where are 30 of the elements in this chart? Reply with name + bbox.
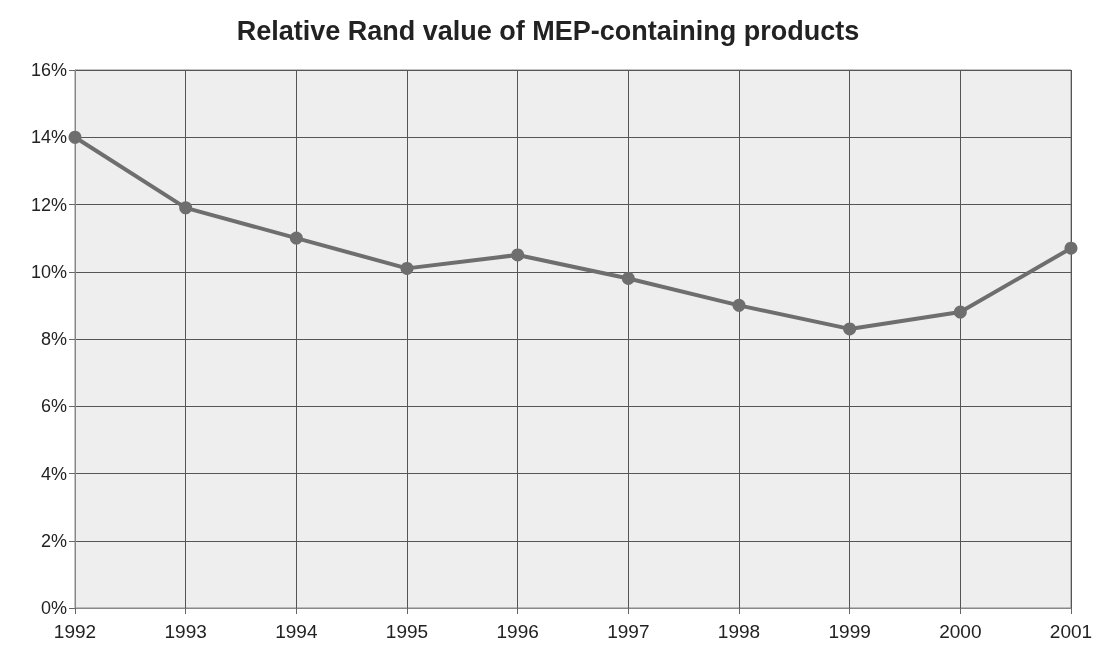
x-tick-label: 1997 (607, 621, 650, 642)
x-tick-label: 1998 (717, 621, 761, 642)
point (621, 271, 635, 285)
y-tick-label: 14% (30, 127, 67, 148)
point (511, 248, 525, 262)
x-tick-label: 1993 (164, 621, 207, 642)
y-tick-label: 2% (40, 530, 67, 551)
x-tick-label: 1995 (385, 621, 429, 642)
y-tick-label: 16% (30, 60, 67, 80)
point (732, 298, 746, 312)
y-tick-label: 0% (40, 598, 67, 618)
x-tick-label: 1999 (828, 621, 871, 642)
x-tick-label: 1996 (496, 621, 539, 642)
x-tick-label: 1994 (275, 621, 318, 642)
y-tick-label: 10% (30, 261, 67, 282)
point (400, 261, 414, 275)
point (1064, 241, 1078, 255)
y-tick-label: 8% (40, 329, 67, 349)
y-tick-label: 4% (40, 463, 67, 484)
y-tick-label: 6% (40, 396, 67, 417)
x-tick-label: 2001 (1049, 621, 1093, 642)
x-tick-label: 1992 (53, 621, 97, 642)
y-tick-label: 12% (30, 194, 67, 215)
point (68, 130, 82, 144)
x-tick-label: 2000 (939, 621, 982, 642)
point (289, 231, 303, 245)
point (843, 322, 857, 336)
point (179, 201, 193, 215)
chart-title: Relative Rand value of MEP-containing products (236, 15, 860, 46)
point (953, 305, 967, 319)
